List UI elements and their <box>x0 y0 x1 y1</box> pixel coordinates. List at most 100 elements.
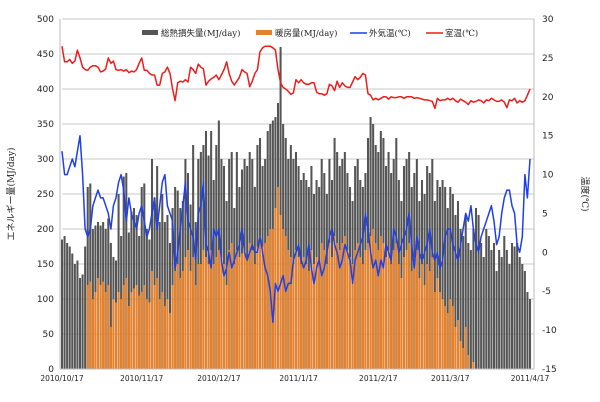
heating-bar <box>387 250 390 369</box>
total-loss-bar <box>433 201 436 369</box>
heating-bar <box>359 257 362 369</box>
total-loss-bar <box>477 215 480 369</box>
total-loss-bar <box>456 201 460 369</box>
heating-bar <box>420 264 424 369</box>
y2-tick-label: 15 <box>542 132 553 142</box>
total-loss-bar <box>86 187 89 369</box>
total-loss-bar <box>449 187 452 369</box>
total-loss-bar <box>495 271 498 369</box>
heating-bar <box>356 243 359 369</box>
total-loss-bar <box>73 264 76 369</box>
total-loss-bar <box>63 236 66 369</box>
total-loss-bar <box>441 180 444 369</box>
heating-bar <box>392 250 395 369</box>
heating-bar <box>261 246 264 369</box>
heating-bar <box>89 281 92 369</box>
y-tick-label: 500 <box>37 15 54 25</box>
heating-bar <box>114 302 118 369</box>
heating-bar <box>294 250 298 369</box>
heating-bar <box>382 243 385 369</box>
heating-bar <box>243 250 246 369</box>
heating-bar <box>336 243 339 369</box>
total-loss-bar <box>66 243 69 369</box>
heating-bar <box>99 285 102 369</box>
heating-bar <box>415 250 418 369</box>
total-loss-bar <box>199 152 202 369</box>
heating-bar <box>330 257 334 369</box>
heating-bar <box>456 320 460 369</box>
heating-bar <box>449 299 452 369</box>
heating-bar <box>166 299 169 369</box>
heating-bar <box>320 243 323 369</box>
heating-bar <box>338 250 341 369</box>
y-axis-label: エネルギー量(MJ/day) <box>6 147 17 240</box>
y-tick-label: 0 <box>48 365 54 375</box>
heating-bar <box>438 292 442 369</box>
heating-bar <box>400 278 403 369</box>
total-loss-bar <box>68 246 71 369</box>
y2-tick-label: 25 <box>542 54 553 64</box>
heating-bar <box>464 327 467 369</box>
heating-bar <box>107 285 110 369</box>
heating-bar <box>125 278 128 369</box>
heating-bar <box>179 278 182 369</box>
total-loss-bar <box>462 236 465 369</box>
total-loss-bar <box>444 187 447 369</box>
y-tick-label: 100 <box>37 295 54 305</box>
heating-bar <box>186 250 190 369</box>
heating-bar <box>251 250 254 369</box>
heating-bar <box>215 257 218 369</box>
heating-bar <box>138 295 141 369</box>
y2-tick-label: -10 <box>542 326 557 336</box>
total-loss-bar <box>78 278 82 369</box>
total-loss-bar <box>117 194 120 369</box>
heating-bar <box>194 285 197 369</box>
total-loss-bar <box>84 246 87 369</box>
heating-bar <box>189 271 192 369</box>
heating-bar <box>364 250 367 369</box>
heating-bar <box>351 264 354 369</box>
heating-bar <box>143 285 146 369</box>
total-loss-bar <box>516 243 519 369</box>
total-loss-bar <box>140 187 143 369</box>
total-loss-bar <box>125 173 128 369</box>
heating-bar <box>199 264 202 369</box>
lines <box>61 45 531 324</box>
heating-bar <box>197 264 200 369</box>
y2-tick-label: 20 <box>542 93 554 103</box>
total-loss-bar <box>130 211 133 369</box>
y2-axis-label: 温度(℃) <box>579 176 591 211</box>
y2-tick-label: -5 <box>542 287 551 297</box>
heating-bar <box>120 299 123 369</box>
total-loss-bar <box>505 250 508 369</box>
heating-bar <box>184 257 187 369</box>
heating-bar <box>220 257 223 369</box>
heating-bar <box>240 253 244 369</box>
heating-bar <box>230 243 233 369</box>
indoor-temp-line <box>61 45 531 110</box>
y2-tick-label: -15 <box>542 365 557 375</box>
x-tick-label: 2010/10/17 <box>40 374 83 383</box>
total-loss-bar <box>472 229 475 369</box>
y-tick-label: 400 <box>37 85 54 95</box>
heating-bar <box>202 250 205 369</box>
y2-tick-label: 0 <box>542 248 548 258</box>
heating-bar <box>390 264 393 369</box>
heating-bar <box>94 292 97 369</box>
heating-bar <box>312 264 316 369</box>
heating-bar <box>384 257 388 369</box>
heating-bar <box>318 264 321 369</box>
total-loss-bar <box>474 208 478 369</box>
total-loss-bar <box>528 299 532 369</box>
total-loss-bar <box>503 236 506 369</box>
heating-bar <box>451 306 454 369</box>
total-loss-bar <box>158 222 161 369</box>
heating-bar <box>130 292 133 369</box>
total-loss-bar <box>217 120 220 369</box>
heating-bar <box>300 264 303 369</box>
y-tick-label: 450 <box>37 50 54 60</box>
y-tick-label: 250 <box>37 190 54 200</box>
total-loss-bar <box>423 194 426 369</box>
heating-bar <box>289 257 292 369</box>
